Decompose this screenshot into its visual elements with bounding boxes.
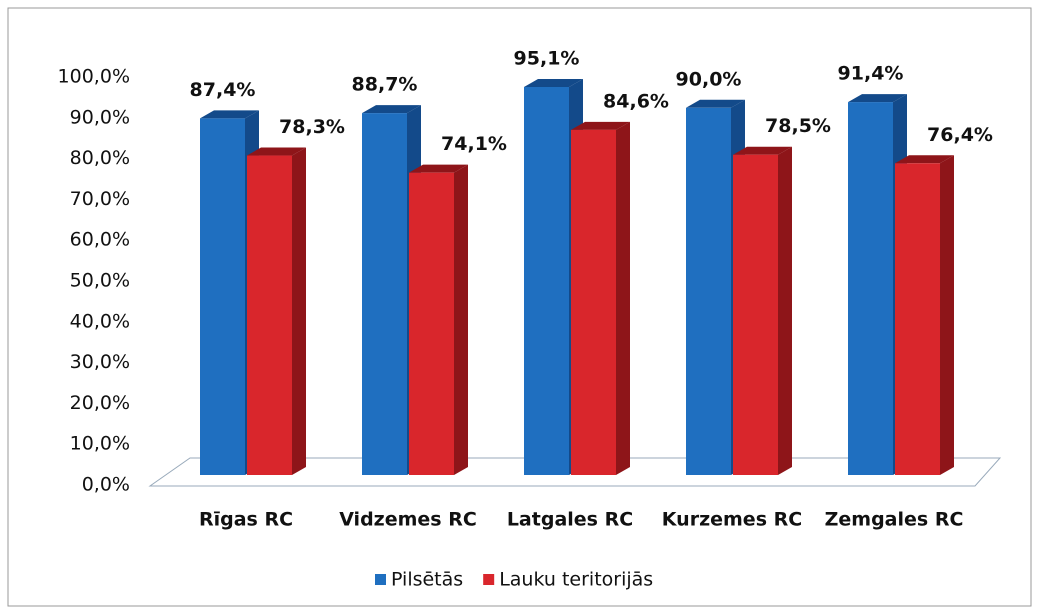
- y-tick-label: 90,0%: [70, 106, 130, 128]
- bar-side: [940, 155, 954, 475]
- bar-top: [848, 94, 907, 103]
- value-label: 78,5%: [765, 115, 831, 137]
- x-tick-label: Latgales RC: [507, 509, 633, 531]
- bar-front: [571, 129, 616, 475]
- y-tick-label: 100,0%: [58, 66, 130, 88]
- bar-side: [292, 147, 306, 475]
- legend-swatch: [375, 574, 386, 585]
- bar-top: [409, 164, 468, 173]
- bar-front: [247, 155, 292, 475]
- bar: [895, 155, 954, 475]
- y-tick-label: 60,0%: [70, 229, 130, 251]
- value-label: 90,0%: [676, 68, 742, 90]
- y-tick-label: 50,0%: [70, 270, 130, 292]
- x-tick-label: Zemgales RC: [825, 509, 964, 531]
- x-tick-label: Kurzemes RC: [662, 509, 802, 531]
- bar-top: [686, 99, 745, 108]
- bar-front: [895, 163, 940, 475]
- y-tick-label: 40,0%: [70, 310, 130, 332]
- value-label: 74,1%: [441, 133, 507, 155]
- legend-label: Lauku teritorijās: [499, 569, 653, 591]
- bar: [409, 164, 468, 475]
- legend-swatch: [483, 574, 495, 585]
- y-tick-label: 70,0%: [70, 188, 130, 210]
- value-label: 95,1%: [514, 47, 580, 69]
- bar: [571, 121, 630, 475]
- value-label: 78,3%: [279, 116, 345, 138]
- bar-front: [686, 107, 731, 476]
- bar-side: [454, 164, 468, 475]
- bar: [247, 147, 306, 475]
- y-tick-label: 30,0%: [70, 351, 130, 373]
- value-label: 88,7%: [352, 74, 418, 96]
- bar-top: [247, 147, 306, 156]
- bar-top: [524, 78, 583, 87]
- bar-front: [409, 172, 454, 475]
- y-tick-label: 20,0%: [70, 392, 130, 414]
- bar-top: [895, 155, 954, 164]
- y-tick-label: 0,0%: [82, 474, 130, 496]
- value-label: 91,4%: [838, 63, 904, 85]
- bar-front: [733, 154, 778, 475]
- bar: [733, 146, 792, 475]
- bar-side: [778, 146, 792, 475]
- value-label: 87,4%: [190, 79, 256, 101]
- bar-front: [524, 86, 569, 475]
- bar-top: [571, 121, 630, 130]
- bar-front: [200, 118, 245, 476]
- x-tick-label: Rīgas RC: [199, 509, 293, 531]
- bar-front: [362, 113, 407, 475]
- bar-top: [200, 110, 259, 119]
- bar-side: [616, 121, 630, 475]
- y-tick-label: 10,0%: [70, 433, 130, 455]
- value-label: 84,6%: [603, 90, 669, 112]
- bar-front: [848, 102, 893, 475]
- bar-top: [362, 105, 421, 114]
- legend-label: Pilsētās: [391, 569, 463, 591]
- y-tick-label: 80,0%: [70, 147, 130, 169]
- bar-top: [733, 146, 792, 155]
- x-tick-label: Vidzemes RC: [339, 509, 477, 531]
- value-label: 76,4%: [927, 124, 993, 146]
